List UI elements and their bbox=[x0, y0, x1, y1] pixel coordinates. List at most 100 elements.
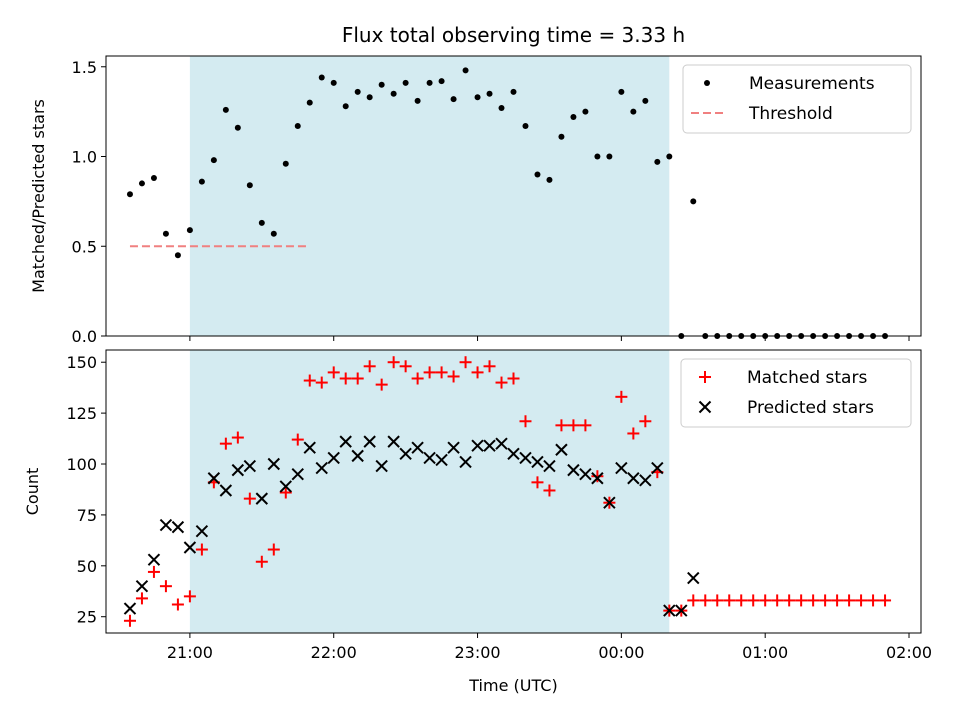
predicted-stars-point bbox=[591, 472, 604, 485]
predicted-stars-point bbox=[687, 571, 700, 585]
matched-stars-point bbox=[363, 360, 376, 373]
measurement-point bbox=[210, 157, 217, 164]
predicted-stars-point bbox=[555, 443, 568, 456]
measurement-point bbox=[354, 88, 361, 95]
chart-title: Flux total observing time = 3.33 h bbox=[342, 23, 685, 47]
measurement-point bbox=[174, 252, 181, 259]
matched-stars-point bbox=[855, 594, 868, 607]
measurement-point bbox=[126, 191, 133, 198]
measurement-point bbox=[486, 90, 493, 97]
predicted-stars-point bbox=[291, 467, 304, 481]
legend-box bbox=[680, 358, 912, 428]
legend-measurement-swatch bbox=[704, 80, 710, 86]
top-legend: Measurements Threshold bbox=[682, 64, 912, 134]
measurement-point bbox=[246, 182, 253, 189]
matched-stars-point bbox=[327, 366, 340, 379]
predicted-stars-point bbox=[183, 541, 197, 554]
matched-stars-point bbox=[627, 427, 640, 440]
matched-stars-point bbox=[567, 419, 580, 432]
bottom-series bbox=[123, 356, 892, 627]
matched-stars-point bbox=[123, 614, 136, 627]
predicted-stars-point bbox=[399, 447, 412, 461]
measurement-point bbox=[330, 79, 337, 86]
measurement-point bbox=[426, 79, 433, 86]
predicted-stars-point bbox=[279, 480, 292, 493]
matched-stars-point bbox=[231, 431, 244, 444]
measurement-point bbox=[306, 99, 313, 106]
predicted-stars-point bbox=[387, 435, 400, 448]
predicted-stars-point bbox=[579, 467, 592, 481]
predicted-stars-point bbox=[135, 579, 149, 593]
measurement-point bbox=[258, 219, 265, 226]
top-panel: 0.0 0.5 1.0 1.5 Flux total observing time =… bbox=[29, 23, 922, 346]
predicted-stars-point bbox=[303, 441, 316, 454]
measurement-point bbox=[618, 88, 625, 95]
matched-stars-point bbox=[171, 598, 184, 611]
measurement-point bbox=[342, 103, 349, 110]
measurement-point bbox=[546, 176, 553, 183]
measurement-point bbox=[450, 96, 457, 103]
predicted-stars-point bbox=[147, 553, 161, 566]
predicted-stars-point bbox=[327, 451, 340, 465]
predicted-stars-point bbox=[315, 461, 328, 475]
matched-stars-point bbox=[243, 492, 256, 505]
matched-stars-point bbox=[555, 419, 568, 432]
predicted-stars-point bbox=[231, 463, 245, 477]
measurement-point bbox=[582, 108, 589, 115]
measurement-point bbox=[294, 123, 301, 129]
bottom-x-ticks: 21:00 22:00 23:00 00:00 01:00 02:00 bbox=[167, 633, 932, 662]
y-tick-label: 50 bbox=[77, 557, 97, 576]
matched-stars-point bbox=[531, 476, 544, 489]
bottom-plot-frame bbox=[105, 349, 922, 634]
predicted-stars-point bbox=[243, 459, 257, 473]
y-tick-label: 100 bbox=[66, 455, 97, 474]
measurement-point bbox=[318, 74, 325, 81]
matched-stars-point bbox=[843, 594, 856, 607]
matched-stars-point bbox=[471, 366, 484, 379]
predicted-stars-point bbox=[651, 461, 664, 475]
measurement-point bbox=[558, 133, 565, 140]
measurement-point bbox=[414, 97, 421, 104]
legend-label: Measurements bbox=[749, 74, 875, 94]
predicted-stars-point bbox=[507, 447, 520, 461]
measurement-point bbox=[570, 114, 577, 121]
matched-stars-point bbox=[435, 366, 448, 379]
measurement-point bbox=[690, 198, 697, 205]
bottom-panel: 25 50 75 100 125 150 21:00 22:00 23:00 00:00 01:0… bbox=[23, 349, 932, 695]
y-tick-label: 25 bbox=[77, 608, 97, 627]
y-tick-label: 0.0 bbox=[72, 327, 97, 346]
x-tick-label: 02:00 bbox=[886, 643, 932, 662]
legend-label: Threshold bbox=[748, 104, 833, 124]
matched-stars-point bbox=[831, 594, 844, 607]
bottom-y-ticks: 25 50 75 100 125 150 bbox=[66, 353, 106, 627]
measurement-point bbox=[438, 78, 445, 85]
matched-stars-point bbox=[807, 594, 820, 607]
predicted-stars-point bbox=[159, 518, 173, 532]
legend-matched-swatch bbox=[699, 371, 711, 383]
matched-stars-point bbox=[615, 390, 628, 403]
legend-box bbox=[682, 64, 912, 134]
measurement-point bbox=[378, 81, 385, 88]
matched-stars-point bbox=[255, 555, 268, 568]
measurement-point bbox=[666, 153, 673, 160]
predicted-stars-point bbox=[543, 459, 556, 473]
predicted-stars-point bbox=[339, 435, 352, 448]
predicted-stars-point bbox=[615, 461, 628, 475]
legend-label: Matched stars bbox=[747, 368, 867, 388]
matched-stars-point bbox=[819, 594, 832, 607]
bottom-shaded-span bbox=[189, 350, 670, 633]
predicted-stars-point bbox=[195, 524, 209, 538]
predicted-stars-point bbox=[219, 484, 233, 497]
matched-stars-point bbox=[699, 594, 712, 607]
top-shaded-span bbox=[189, 56, 670, 336]
bottom-y-axis-label: Count bbox=[23, 468, 42, 516]
predicted-stars-point bbox=[435, 453, 448, 467]
predicted-stars-point bbox=[351, 449, 364, 463]
measurement-point bbox=[270, 230, 277, 237]
predicted-stars-point bbox=[627, 472, 640, 485]
legend-predicted-swatch bbox=[698, 400, 712, 414]
predicted-stars-point bbox=[531, 455, 544, 469]
measurement-point bbox=[186, 227, 193, 234]
measurement-point bbox=[606, 153, 613, 160]
